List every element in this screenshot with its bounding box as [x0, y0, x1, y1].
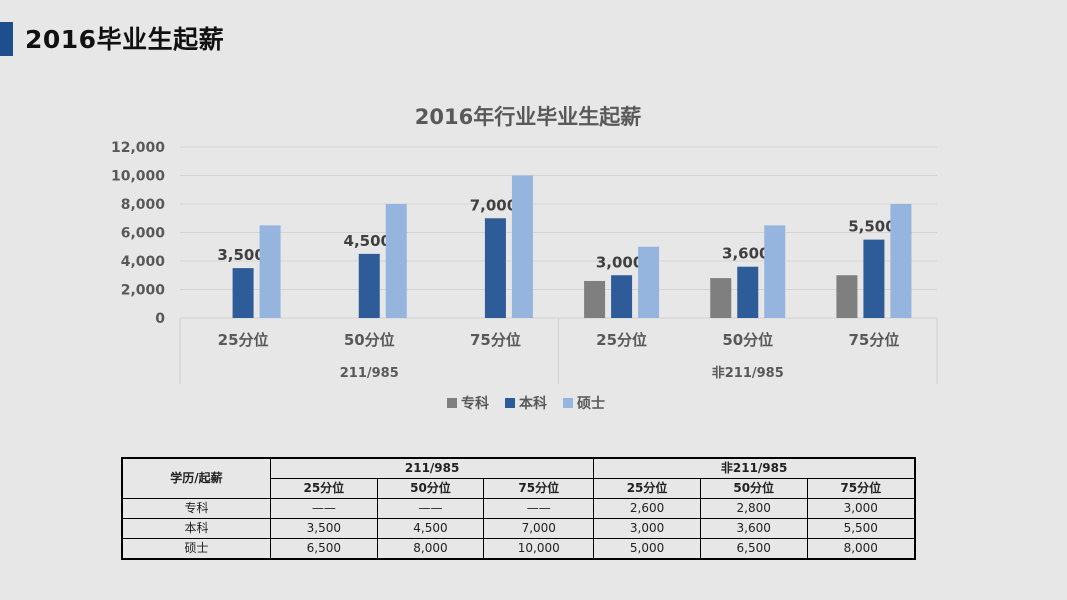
table-subheader: 25分位 [270, 478, 378, 499]
y-tick-label: 0 [155, 311, 165, 327]
bar [710, 278, 732, 318]
data-label: 5,500 [848, 218, 895, 236]
group-label: 211/985 [340, 366, 399, 381]
x-tick-label: 50分位 [722, 331, 773, 349]
group-label: 非211/985 [712, 365, 784, 381]
bar [259, 225, 281, 318]
table-row: 专科 —— —— —— 2,600 2,800 3,000 [121, 498, 916, 519]
table-subheader: 75分位 [483, 478, 595, 499]
table-cell: 8,000 [376, 538, 485, 560]
table-cell: 4,500 [376, 518, 485, 539]
data-label: 3,000 [596, 253, 643, 271]
bar [863, 239, 885, 318]
table-subheader: 25分位 [593, 478, 701, 499]
bar [890, 204, 912, 318]
x-tick-label: 25分位 [218, 331, 269, 349]
table-group-header: 211/985 [269, 457, 595, 479]
table-subheader: 50分位 [376, 478, 485, 499]
data-label: 3,600 [722, 245, 769, 263]
table-header-row: 学历/起薪 211/985 非211/985 [121, 457, 916, 499]
bar [611, 275, 633, 318]
legend-swatch [505, 398, 515, 408]
bar [764, 225, 786, 318]
table-row-label: 专科 [121, 498, 271, 519]
table-cell: 3,600 [699, 518, 808, 539]
table-cell: —— [376, 498, 485, 519]
y-tick-label: 10,000 [111, 169, 165, 185]
salary-table: 学历/起薪 211/985 非211/985 25分位 50分位 75分位 25… [121, 457, 916, 560]
data-label: 3,500 [217, 246, 264, 264]
y-tick-label: 12,000 [111, 140, 165, 156]
table-cell: —— [270, 498, 378, 519]
bar [385, 204, 407, 318]
x-tick-label: 75分位 [470, 331, 521, 349]
data-label: 7,000 [470, 196, 517, 214]
table-row-label: 硕士 [121, 538, 271, 560]
table-corner-header: 学历/起薪 [121, 457, 271, 499]
table-cell: 6,500 [270, 538, 378, 560]
bar [638, 246, 660, 318]
y-tick-label: 8,000 [121, 197, 166, 213]
bar [511, 175, 533, 318]
table-cell: —— [483, 498, 595, 519]
x-tick-label: 50分位 [344, 331, 395, 349]
table-subheader: 50分位 [699, 478, 808, 499]
bar [232, 268, 254, 318]
table-group-header: 非211/985 [593, 457, 916, 479]
title-accent-bar [0, 22, 13, 56]
table-cell: 2,800 [699, 498, 808, 519]
table-cell: 7,000 [483, 518, 595, 539]
bar [584, 280, 606, 318]
table-cell: 8,000 [806, 538, 916, 560]
y-tick-label: 4,000 [121, 254, 166, 270]
table-row: 本科 3,500 4,500 7,000 3,000 3,600 5,500 [121, 518, 916, 539]
bar [836, 275, 858, 318]
table-row: 硕士 6,500 8,000 10,000 5,000 6,500 8,000 [121, 538, 916, 560]
legend-label: 硕士 [577, 395, 605, 412]
table-row-label: 本科 [121, 518, 271, 539]
bar [484, 218, 506, 318]
table-subheader: 75分位 [806, 478, 916, 499]
legend-swatch [447, 398, 457, 408]
legend-label: 本科 [519, 395, 547, 412]
bar [737, 266, 759, 318]
bar [358, 253, 380, 318]
table-cell: 2,600 [593, 498, 701, 519]
legend-label: 专科 [461, 395, 489, 412]
x-tick-label: 75分位 [848, 331, 899, 349]
table-cell: 5,000 [593, 538, 701, 560]
table-cell: 5,500 [806, 518, 916, 539]
bar-chart: 2016年行业毕业生起薪 0 2,000 4,000 6,000 8,000 10,000 1… [111, 105, 938, 412]
table-subheader-row: 25分位 50分位 75分位 25分位 50分位 75分位 [122, 478, 916, 499]
y-tick-label: 2,000 [121, 283, 166, 299]
table-cell: 10,000 [483, 538, 595, 560]
data-label: 4,500 [344, 232, 391, 250]
chart-title: 2016年行业毕业生起薪 [415, 105, 641, 129]
table-cell: 3,000 [806, 498, 916, 519]
table-cell: 3,000 [593, 518, 701, 539]
table-cell: 3,500 [270, 518, 378, 539]
x-tick-label: 25分位 [596, 331, 647, 349]
legend-swatch [563, 398, 573, 408]
y-tick-label: 6,000 [121, 226, 166, 242]
table-cell: 6,500 [699, 538, 808, 560]
page-title: 2016毕业生起薪 [25, 25, 225, 54]
